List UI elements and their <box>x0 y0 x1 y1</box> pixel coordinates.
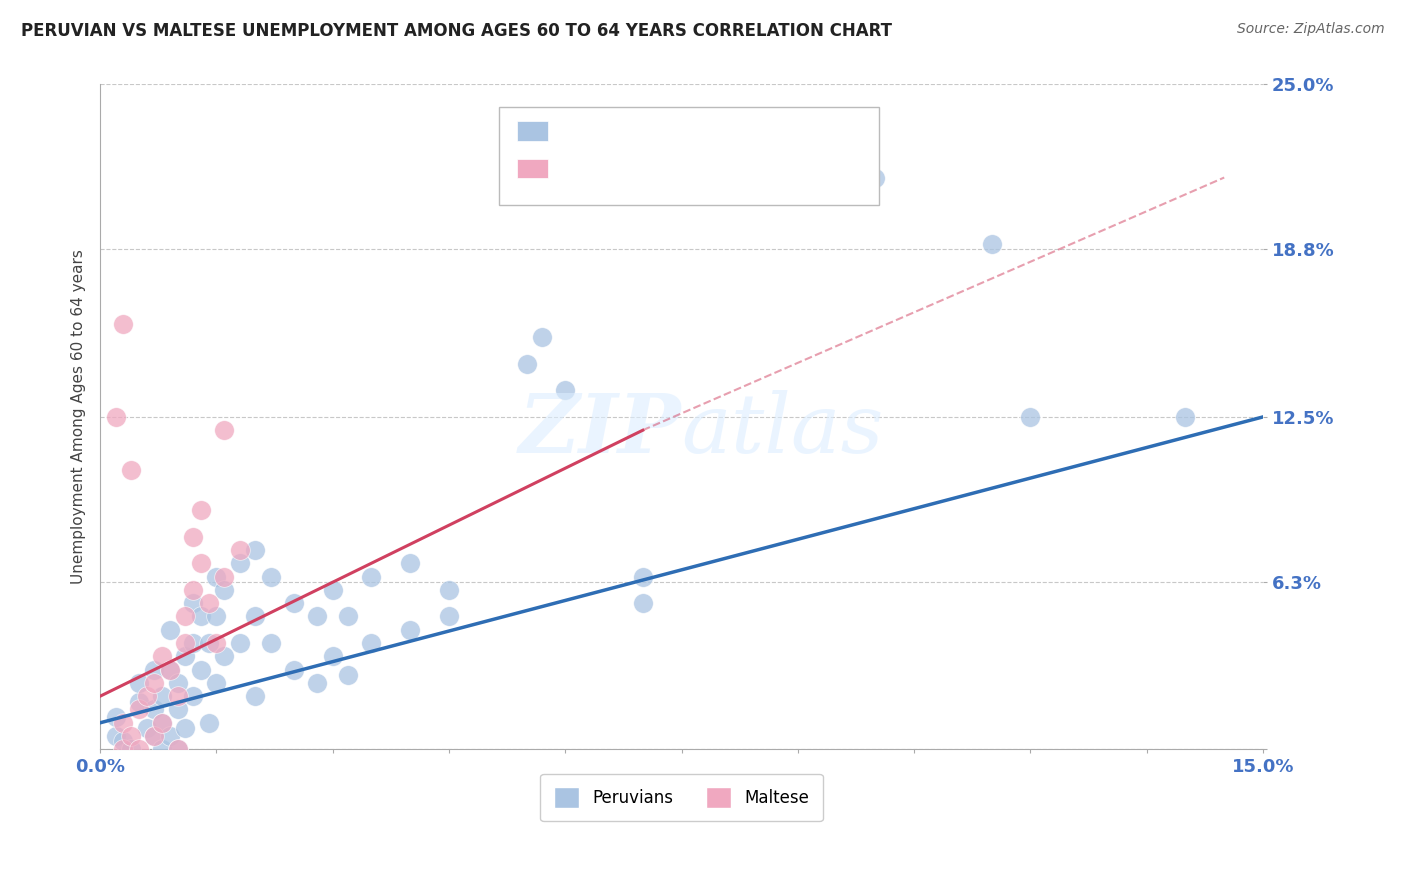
Point <box>197 596 219 610</box>
Y-axis label: Unemployment Among Ages 60 to 64 years: Unemployment Among Ages 60 to 64 years <box>72 250 86 584</box>
Point <box>104 710 127 724</box>
Point <box>283 596 305 610</box>
Point <box>228 542 250 557</box>
Point <box>307 676 329 690</box>
Point <box>112 317 135 331</box>
Point <box>120 742 142 756</box>
Text: atlas: atlas <box>682 390 884 470</box>
Point <box>120 729 142 743</box>
Point <box>159 663 181 677</box>
Point <box>228 636 250 650</box>
Point <box>166 742 188 756</box>
Point <box>212 582 235 597</box>
Point <box>1174 409 1197 424</box>
Point <box>128 676 150 690</box>
Point <box>260 636 283 650</box>
Point <box>307 609 329 624</box>
Point <box>212 423 235 437</box>
Point <box>174 721 197 735</box>
Point <box>150 715 173 730</box>
Point <box>190 556 212 570</box>
Point <box>243 609 266 624</box>
Point <box>181 689 204 703</box>
Point <box>197 636 219 650</box>
Point <box>205 636 228 650</box>
Point <box>205 609 228 624</box>
Point <box>166 676 188 690</box>
Point <box>104 409 127 424</box>
Point <box>212 649 235 664</box>
Point <box>159 623 181 637</box>
Point <box>181 582 204 597</box>
Point <box>243 542 266 557</box>
Point <box>399 623 422 637</box>
Point <box>128 702 150 716</box>
Point <box>190 609 212 624</box>
Point <box>531 330 554 344</box>
Text: R = 0.391   N = 61: R = 0.391 N = 61 <box>560 122 744 140</box>
Point <box>399 556 422 570</box>
Point <box>104 729 127 743</box>
Point <box>283 663 305 677</box>
Point <box>437 582 460 597</box>
Point <box>143 729 166 743</box>
Point <box>150 689 173 703</box>
Legend: Peruvians, Maltese: Peruvians, Maltese <box>540 774 823 821</box>
Point <box>112 742 135 756</box>
Point <box>150 649 173 664</box>
Point <box>128 694 150 708</box>
Text: PERUVIAN VS MALTESE UNEMPLOYMENT AMONG AGES 60 TO 64 YEARS CORRELATION CHART: PERUVIAN VS MALTESE UNEMPLOYMENT AMONG A… <box>21 22 891 40</box>
Point <box>360 569 382 583</box>
Point <box>159 729 181 743</box>
Point <box>166 689 188 703</box>
Point <box>190 503 212 517</box>
Point <box>631 596 654 610</box>
Point <box>322 582 344 597</box>
Point <box>166 702 188 716</box>
Point <box>437 609 460 624</box>
Point <box>120 463 142 477</box>
Point <box>243 689 266 703</box>
Point <box>135 689 157 703</box>
Point <box>135 721 157 735</box>
Point <box>112 715 135 730</box>
Point <box>197 715 219 730</box>
Point <box>980 237 1002 252</box>
Point <box>181 636 204 650</box>
Point <box>174 609 197 624</box>
Text: R = 0.425   N = 27: R = 0.425 N = 27 <box>560 160 744 178</box>
Point <box>228 556 250 570</box>
Point <box>1019 409 1042 424</box>
Point <box>112 734 135 748</box>
Point <box>150 715 173 730</box>
Point <box>515 357 537 371</box>
Point <box>205 676 228 690</box>
Text: Source: ZipAtlas.com: Source: ZipAtlas.com <box>1237 22 1385 37</box>
Point <box>212 569 235 583</box>
Point <box>166 742 188 756</box>
Point <box>322 649 344 664</box>
Point <box>143 676 166 690</box>
Point <box>181 530 204 544</box>
Point <box>159 663 181 677</box>
Point <box>337 609 360 624</box>
Text: ZIP: ZIP <box>519 390 682 470</box>
Point <box>360 636 382 650</box>
Point <box>143 702 166 716</box>
Point <box>337 668 360 682</box>
Point <box>205 569 228 583</box>
Point <box>554 384 576 398</box>
Point <box>128 742 150 756</box>
Point <box>181 596 204 610</box>
Point <box>150 742 173 756</box>
Point <box>631 569 654 583</box>
Point <box>260 569 283 583</box>
Point <box>865 170 887 185</box>
Point <box>190 663 212 677</box>
Point <box>143 663 166 677</box>
Point <box>174 649 197 664</box>
Point <box>174 636 197 650</box>
Point <box>143 729 166 743</box>
